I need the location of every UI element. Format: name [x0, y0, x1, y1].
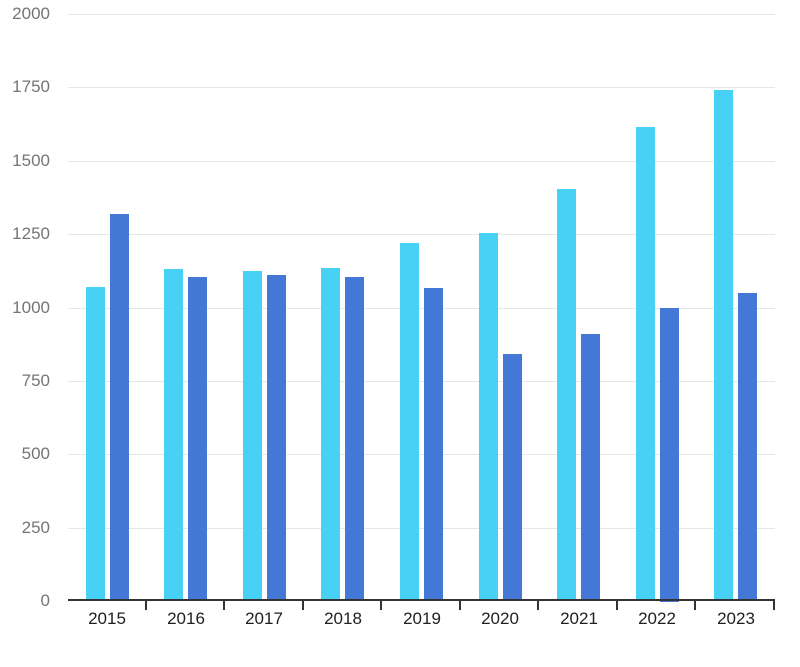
y-axis-tick-label: 750	[21, 371, 50, 390]
gridline-1750	[68, 87, 775, 88]
bar-2018-light-blue-series[interactable]	[321, 268, 340, 601]
x-axis-tick	[459, 601, 461, 610]
y-axis-tick-label: 1000	[12, 298, 50, 317]
x-axis-tick	[302, 601, 304, 610]
x-axis-tick	[616, 601, 618, 610]
bar-2021-dark-blue-series[interactable]	[581, 334, 600, 601]
bar-2016-dark-blue-series[interactable]	[188, 277, 207, 601]
x-axis-label-2020: 2020	[481, 609, 519, 628]
bar-2019-light-blue-series[interactable]	[400, 243, 419, 601]
bar-2020-dark-blue-series[interactable]	[503, 354, 522, 601]
x-axis-label-2019: 2019	[403, 609, 441, 628]
x-axis-label-2017: 2017	[245, 609, 283, 628]
x-axis-label-2021: 2021	[560, 609, 598, 628]
x-axis-line	[68, 599, 775, 601]
x-axis-tick	[380, 601, 382, 610]
x-axis-tick	[145, 601, 147, 610]
x-axis-tick	[773, 601, 775, 610]
x-axis-tick	[537, 601, 539, 610]
bar-2023-light-blue-series[interactable]	[714, 90, 733, 601]
gridline-2000	[68, 14, 775, 15]
bar-2021-light-blue-series[interactable]	[557, 189, 576, 601]
gridline-1500	[68, 161, 775, 162]
x-axis-label-2023: 2023	[717, 609, 755, 628]
y-axis-tick-label: 500	[21, 444, 50, 463]
x-axis-label-2018: 2018	[324, 609, 362, 628]
bar-2016-light-blue-series[interactable]	[164, 269, 183, 601]
bar-2022-dark-blue-series[interactable]	[660, 308, 679, 602]
y-axis-tick-label: 1250	[12, 224, 50, 243]
y-axis-tick-label: 250	[21, 518, 50, 537]
bar-2017-dark-blue-series[interactable]	[267, 275, 286, 601]
x-axis-label-2022: 2022	[638, 609, 676, 628]
x-axis-tick	[694, 601, 696, 610]
bar-2022-light-blue-series[interactable]	[636, 127, 655, 601]
y-axis-tick-label: 1500	[12, 151, 50, 170]
bar-2020-light-blue-series[interactable]	[479, 233, 498, 601]
x-axis-label-2016: 2016	[167, 609, 205, 628]
x-axis-tick	[223, 601, 225, 610]
y-axis-tick-label: 2000	[12, 4, 50, 23]
bar-2017-light-blue-series[interactable]	[243, 271, 262, 601]
bar-2023-dark-blue-series[interactable]	[738, 293, 757, 601]
gridline-1250	[68, 234, 775, 235]
x-axis-label-2015: 2015	[88, 609, 126, 628]
bar-2015-dark-blue-series[interactable]	[110, 214, 129, 601]
y-axis-tick-label: 0	[40, 591, 50, 610]
bar-2018-dark-blue-series[interactable]	[345, 277, 364, 601]
bar-2015-light-blue-series[interactable]	[86, 287, 105, 601]
bar-2019-dark-blue-series[interactable]	[424, 288, 443, 601]
y-axis-tick-label: 1750	[12, 77, 50, 96]
